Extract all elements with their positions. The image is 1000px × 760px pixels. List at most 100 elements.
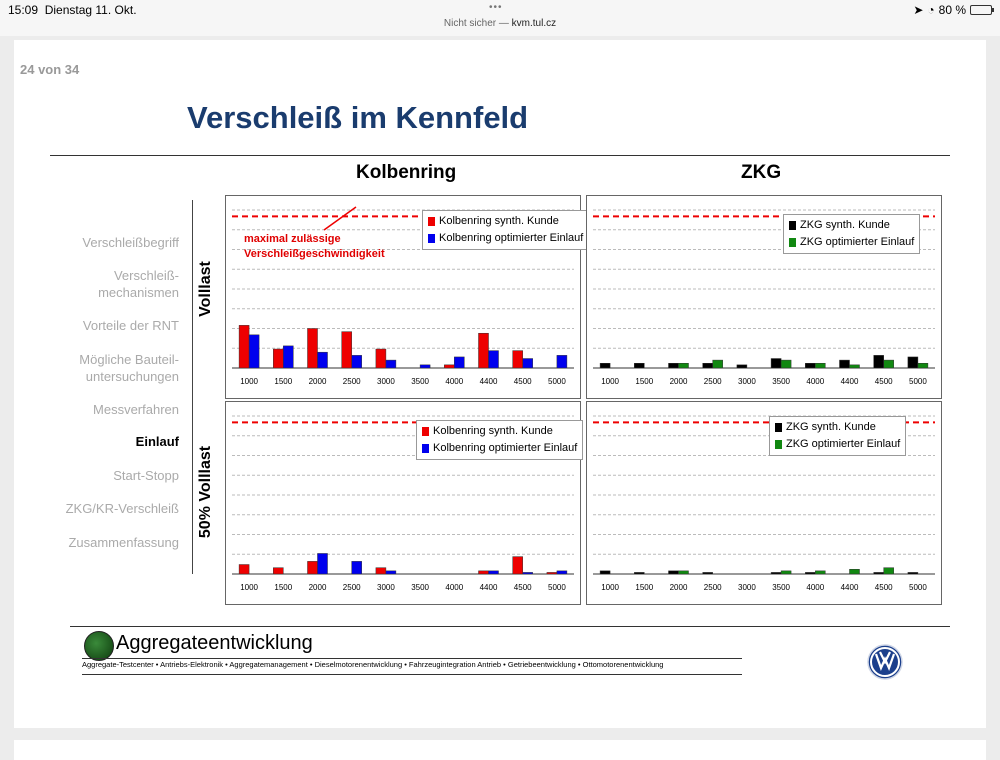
bar: [805, 363, 816, 369]
x-tick-label: 4400: [841, 583, 859, 592]
legend-item: ZKG synth. Kunde: [789, 217, 914, 234]
chart-legend: Kolbenring synth. Kunde Kolbenring optimi…: [422, 210, 590, 250]
bar: [478, 332, 489, 369]
bar: [478, 570, 489, 575]
bar: [883, 567, 894, 575]
x-tick-label: 2000: [309, 377, 327, 386]
bar: [317, 351, 328, 369]
bar: [546, 572, 558, 575]
bar: [273, 348, 284, 369]
bar: [341, 331, 352, 369]
next-page-edge: [14, 740, 986, 760]
more-dots-icon[interactable]: •••: [489, 2, 503, 13]
legend-label: Kolbenring optimierter Einlauf: [439, 232, 584, 244]
brand-departments: Aggregate-Testcenter • Antriebs-Elektron…: [82, 660, 664, 669]
bar: [678, 570, 689, 575]
aggregate-logo-icon: [84, 631, 114, 661]
legend-swatch: [422, 444, 429, 453]
bar: [351, 561, 362, 575]
chart-legend: Kolbenring synth. Kunde Kolbenring optimi…: [416, 420, 584, 460]
x-tick-label: 4400: [480, 583, 498, 592]
bar: [273, 567, 284, 575]
bar: [780, 359, 792, 369]
brand-line: [82, 658, 742, 659]
bar: [488, 350, 499, 369]
status-right: ➤ ◔ 80 %: [913, 3, 994, 17]
x-tick-label: 1000: [240, 583, 258, 592]
chart-kolbenring-volllast: 1000 1500 2000 2500 3000 3500 4000 4400 4500 5000…: [225, 195, 590, 399]
bar: [238, 325, 250, 369]
x-tick-label: 4400: [841, 377, 859, 386]
nav-item[interactable]: Mögliche Bauteil-untersuchungen: [79, 352, 179, 384]
x-tick-label: 4000: [806, 583, 824, 592]
x-tick-label: 4500: [875, 377, 893, 386]
battery-icon: [970, 5, 994, 15]
legend-swatch: [775, 440, 782, 449]
x-tick-label: 1000: [240, 377, 258, 386]
legend-swatch: [775, 423, 782, 432]
x-tick-label: 5000: [909, 377, 927, 386]
nav-item[interactable]: Vorteile der RNT: [82, 318, 179, 333]
x-tick-label: 4000: [445, 583, 463, 592]
bar: [634, 363, 645, 369]
legend-swatch: [422, 427, 429, 436]
bar: [815, 570, 826, 575]
col-header-kolbenring: Kolbenring: [356, 162, 457, 183]
x-tick-label: 2500: [704, 583, 722, 592]
legend-swatch: [789, 238, 796, 247]
bar: [907, 572, 919, 575]
x-tick-label: 3000: [738, 583, 756, 592]
x-tick-label: 3000: [377, 583, 395, 592]
x-tick-label: 3500: [772, 583, 790, 592]
nav-item[interactable]: Verschleiß-mechanismen: [98, 268, 179, 300]
title-divider: [50, 155, 950, 156]
limit-annotation: maximal zulässige Verschleißgeschwindigke…: [244, 233, 385, 260]
bar: [522, 358, 533, 369]
nav-item[interactable]: Verschleißbegriff: [82, 235, 179, 250]
slide-page: 24 von 34 Verschleiß im Kennfeld Verschl…: [14, 40, 986, 728]
address-bar[interactable]: Nicht sicher — kvm.tul.cz: [443, 18, 557, 29]
legend-label: ZKG synth. Kunde: [800, 219, 890, 231]
vw-logo-icon: [867, 644, 903, 680]
nav-item[interactable]: Messverfahren: [93, 402, 179, 417]
bar: [238, 564, 250, 575]
bar: [907, 356, 919, 369]
bar: [702, 572, 713, 575]
bar: [780, 570, 792, 575]
chart-legend: ZKG synth. Kunde ZKG optimierter Einlauf: [769, 416, 907, 456]
bar: [849, 364, 860, 369]
bar: [849, 569, 860, 575]
x-tick-label: 3500: [772, 377, 790, 386]
x-tick-label: 1500: [274, 377, 292, 386]
bar: [512, 350, 523, 369]
x-tick-label: 2500: [343, 377, 361, 386]
nav-item[interactable]: ZKG/KR-Verschleiß: [65, 501, 179, 516]
bar: [444, 364, 455, 369]
nav-divider: [192, 200, 193, 574]
brand-name: Aggregateentwicklung: [116, 632, 313, 654]
bar: [599, 570, 611, 575]
nav-item[interactable]: Einlauf: [135, 434, 179, 449]
status-time: 15:09 Dienstag 11. Okt.: [8, 3, 137, 17]
page-counter: 24 von 34: [20, 62, 80, 77]
bar: [307, 561, 318, 575]
nav-item[interactable]: Start-Stopp: [113, 468, 179, 483]
x-tick-label: 5000: [548, 583, 566, 592]
bar: [375, 348, 387, 369]
x-tick-label: 1500: [635, 377, 653, 386]
footer-divider: [70, 626, 950, 627]
x-tick-label: 4000: [806, 377, 824, 386]
nav-item[interactable]: Zusammenfassung: [68, 535, 179, 550]
bar: [668, 570, 679, 575]
bar: [634, 572, 645, 575]
legend-item: Kolbenring optimierter Einlauf: [428, 230, 583, 247]
bar: [419, 364, 431, 369]
x-tick-label: 5000: [909, 583, 927, 592]
bar: [712, 359, 723, 369]
x-tick-label: 1000: [601, 583, 619, 592]
bar: [351, 355, 362, 369]
x-tick-label: 3000: [377, 377, 395, 386]
x-tick-label: 1500: [274, 583, 292, 592]
legend-label: Kolbenring optimierter Einlauf: [433, 442, 578, 454]
bar: [770, 572, 782, 575]
